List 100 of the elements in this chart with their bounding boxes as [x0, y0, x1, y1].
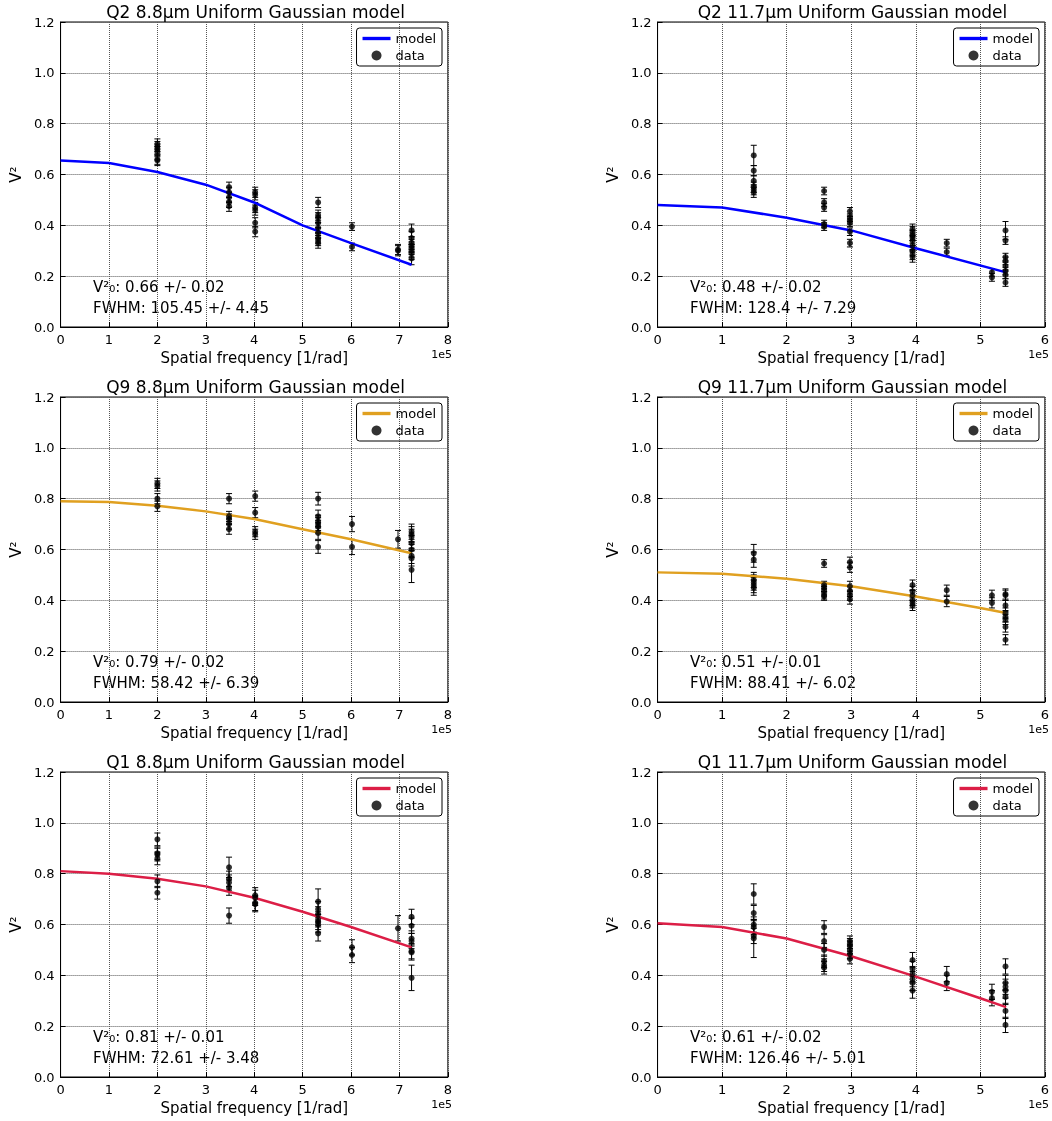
- y-tick-label: 0.6: [630, 917, 652, 932]
- y-tick-label: 1.0: [33, 440, 55, 456]
- text: 1e5: [1028, 1098, 1049, 1111]
- annotation: V²₀: 0.51 +/- 0.01: [690, 652, 822, 671]
- legend-label: model: [395, 781, 437, 796]
- y-tick-label: 0.8: [33, 866, 55, 882]
- y-tick-label: 0.2: [630, 268, 652, 284]
- x-tick-label: 4: [250, 1082, 259, 1097]
- x-tick-label: 6: [346, 332, 356, 347]
- y-tick-label: 0.4: [630, 592, 652, 608]
- legend-label: data: [395, 798, 425, 813]
- y-tick-label: 0.8: [33, 491, 55, 507]
- x-tick-label: 3: [201, 707, 210, 722]
- text: 1e5: [431, 1098, 452, 1111]
- x-tick-label: 4: [250, 332, 259, 347]
- y-tick-label: 1.2: [33, 764, 55, 780]
- x-tick-label: 1: [104, 707, 114, 722]
- x-tick-label: 4: [911, 707, 920, 722]
- annotation: FWHM: 58.42 +/- 6.39: [93, 673, 260, 692]
- y-tick-label: 0.2: [33, 1018, 55, 1034]
- y-tick-label: 0.0: [33, 319, 55, 335]
- x-axis-title: Spatial frequency [1/rad]: [757, 1099, 946, 1118]
- x-tick-label: 5: [298, 707, 307, 722]
- x-tick-label: 2: [782, 1082, 791, 1097]
- chart-title: Q1 8.8μm Uniform Gaussian model: [106, 751, 405, 772]
- y-tick-label: 1.2: [630, 764, 652, 780]
- x-tick-label: 0: [56, 1082, 65, 1097]
- y-tick-label: 0.0: [630, 319, 652, 335]
- y-axis-title: V²: [603, 541, 622, 558]
- y-tick-label: 1.0: [33, 65, 55, 81]
- x-axis-title: Spatial frequency [1/rad]: [160, 1099, 349, 1118]
- chart-title: Q9 8.8μm Uniform Gaussian model: [106, 376, 405, 397]
- x-tick-label: 8: [443, 707, 453, 722]
- x-tick-label: 2: [153, 707, 162, 722]
- x-tick-label: 6: [346, 1082, 356, 1097]
- x-tick-label: 4: [911, 332, 920, 347]
- y-tick-label: 0.8: [630, 866, 652, 882]
- legend-label: model: [992, 406, 1034, 421]
- chart-title: Q2 11.7μm Uniform Gaussian model: [697, 1, 1008, 22]
- x-tick-label: 8: [443, 332, 453, 347]
- x-tick-label: 1: [717, 1082, 727, 1097]
- x-tick-label: 0: [56, 707, 65, 722]
- x-tick-label: 0: [56, 332, 65, 347]
- y-axis-title: V²: [6, 541, 25, 558]
- legend-label: data: [992, 48, 1022, 63]
- legend-label: model: [992, 31, 1034, 46]
- y-tick-label: 0.2: [630, 1018, 652, 1034]
- x-tick-label: 6: [1040, 707, 1050, 722]
- x-axis-title: Spatial frequency [1/rad]: [757, 724, 946, 743]
- legend-label: data: [395, 48, 425, 63]
- legend-label: data: [992, 798, 1022, 813]
- y-tick-label: 1.2: [630, 389, 652, 405]
- annotation: V²₀: 0.48 +/- 0.02: [690, 277, 822, 296]
- x-tick-label: 7: [395, 1082, 404, 1097]
- y-axis-title: V²: [603, 916, 622, 933]
- y-tick-label: 0.2: [33, 268, 55, 284]
- y-tick-label: 1.0: [33, 815, 55, 831]
- x-tick-label: 2: [153, 1082, 162, 1097]
- y-tick-label: 1.2: [33, 14, 55, 30]
- x-tick-label: 5: [298, 1082, 307, 1097]
- y-tick-label: 0.4: [33, 592, 55, 608]
- x-tick-label: 2: [782, 707, 791, 722]
- x-tick-label: 6: [1040, 1082, 1050, 1097]
- y-tick-label: 0.6: [630, 542, 652, 557]
- annotation: FWHM: 88.41 +/- 6.02: [690, 673, 857, 692]
- x-tick-label: 8: [443, 1082, 453, 1097]
- y-tick-label: 0.6: [33, 542, 55, 557]
- x-tick-label: 5: [298, 332, 307, 347]
- x-tick-label: 4: [250, 707, 259, 722]
- y-tick-label: 0.6: [33, 167, 55, 182]
- y-tick-label: 0.2: [33, 643, 55, 659]
- y-tick-label: 0.4: [33, 967, 55, 983]
- x-tick-label: 3: [847, 1082, 856, 1097]
- y-tick-label: 0.8: [630, 116, 652, 132]
- annotation: V²₀: 0.81 +/- 0.01: [93, 1027, 225, 1046]
- x-axis-title: Spatial frequency [1/rad]: [160, 724, 349, 743]
- y-tick-label: 1.0: [630, 440, 652, 456]
- x-tick-label: 2: [782, 332, 791, 347]
- x-tick-label: 3: [201, 1082, 210, 1097]
- text: 1e5: [1028, 723, 1049, 736]
- text: 1e5: [431, 723, 452, 736]
- annotation: V²₀: 0.61 +/- 0.02: [690, 1027, 822, 1046]
- annotation: FWHM: 72.61 +/- 3.48: [93, 1048, 260, 1067]
- x-tick-label: 0: [653, 1082, 662, 1097]
- y-tick-label: 0.0: [630, 1069, 652, 1085]
- x-tick-label: 1: [717, 332, 727, 347]
- x-axis-title: Spatial frequency [1/rad]: [757, 349, 946, 368]
- legend-label: data: [992, 423, 1022, 438]
- y-tick-label: 0.4: [630, 967, 652, 983]
- x-tick-label: 6: [346, 707, 356, 722]
- x-tick-label: 5: [976, 332, 985, 347]
- x-axis-title: Spatial frequency [1/rad]: [160, 349, 349, 368]
- y-tick-label: 1.2: [630, 14, 652, 30]
- annotation: FWHM: 128.4 +/- 7.29: [690, 298, 857, 317]
- x-tick-label: 1: [104, 1082, 114, 1097]
- legend-label: data: [395, 423, 425, 438]
- y-tick-label: 1.2: [33, 389, 55, 405]
- y-tick-label: 0.6: [33, 917, 55, 932]
- y-tick-label: 1.0: [630, 815, 652, 831]
- x-tick-label: 3: [847, 332, 856, 347]
